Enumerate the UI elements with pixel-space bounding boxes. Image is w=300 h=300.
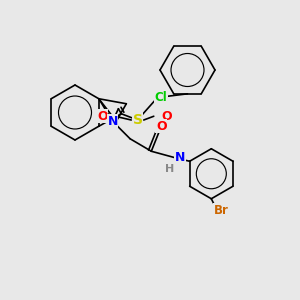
Text: Cl: Cl <box>155 91 168 104</box>
Text: N: N <box>107 115 118 128</box>
Text: S: S <box>133 113 142 127</box>
Text: Br: Br <box>214 203 229 217</box>
Text: H: H <box>165 164 175 174</box>
Text: O: O <box>97 110 108 123</box>
Text: O: O <box>156 120 166 133</box>
Text: N: N <box>175 151 185 164</box>
Text: O: O <box>161 110 172 123</box>
